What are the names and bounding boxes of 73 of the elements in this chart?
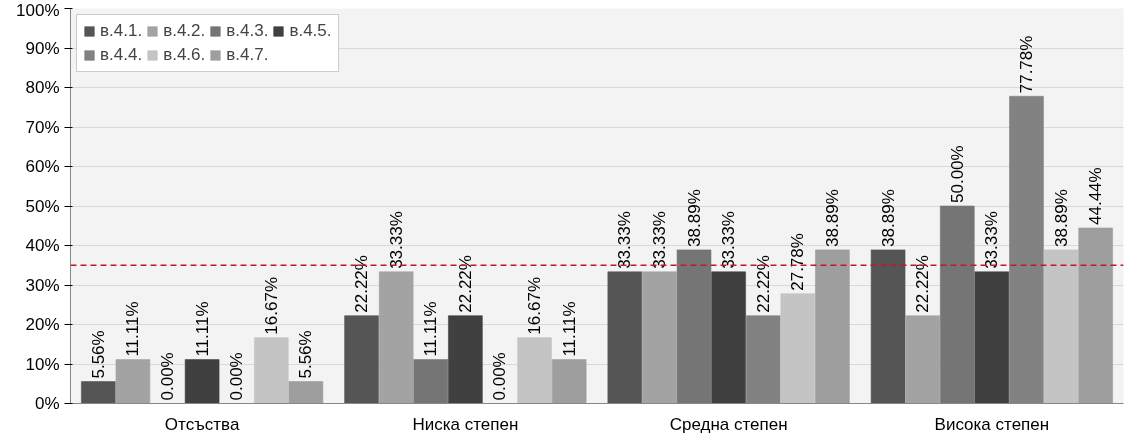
bar <box>780 293 816 404</box>
bar <box>115 359 151 404</box>
legend-label: в.4.2. <box>163 21 206 41</box>
bar <box>517 337 552 404</box>
bar <box>1043 249 1079 404</box>
y-tick-label: 70% <box>25 117 60 137</box>
y-tick-label: 100% <box>16 0 60 20</box>
bar <box>254 337 289 404</box>
data-label: 22.22% <box>352 255 372 313</box>
y-tick-label: 80% <box>25 78 60 97</box>
data-label: 38.89% <box>878 189 898 247</box>
data-label: 38.89% <box>1051 189 1071 247</box>
x-tick-label: Висока степен <box>934 414 1050 434</box>
legend-label: в.4.7. <box>226 45 269 65</box>
data-label: 0.00% <box>227 352 247 401</box>
bar <box>378 271 414 404</box>
legend-label: в.4.5. <box>289 21 332 41</box>
bar <box>676 249 712 404</box>
data-label: 5.56% <box>296 330 316 379</box>
y-tick-label: 60% <box>25 157 60 176</box>
x-tick-label: Ниска степен <box>412 414 519 434</box>
bar <box>448 315 483 404</box>
bar <box>870 249 906 404</box>
data-label: 38.89% <box>684 189 704 247</box>
bar <box>905 315 940 404</box>
data-label: 0.00% <box>490 352 510 401</box>
data-label: 11.11% <box>192 301 212 357</box>
bar <box>413 359 449 404</box>
y-tick-label: 20% <box>25 315 60 334</box>
bar <box>344 315 379 404</box>
bar <box>551 359 587 404</box>
legend-label: в.4.6. <box>163 45 206 65</box>
data-label: 0.00% <box>158 352 178 401</box>
y-tick-label: 90% <box>25 38 60 58</box>
data-label: 16.67% <box>261 276 281 335</box>
bar <box>288 381 324 404</box>
bar <box>974 271 1010 404</box>
data-label: 16.67% <box>525 276 545 335</box>
data-label: 22.22% <box>753 255 773 313</box>
legend-label: в.4.1. <box>100 21 143 41</box>
data-label: 38.89% <box>822 189 842 247</box>
data-label: 44.44% <box>1086 167 1106 225</box>
y-tick-label: 40% <box>25 236 60 255</box>
data-label: 33.33% <box>982 211 1002 269</box>
bar <box>1078 227 1113 404</box>
bar <box>940 205 975 404</box>
x-tick-label: Средна степен <box>669 414 788 434</box>
data-label: 22.22% <box>913 255 933 313</box>
bar <box>607 271 643 404</box>
y-tick-label: 10% <box>25 354 60 374</box>
x-tick-label: Отсъства <box>164 414 240 434</box>
data-label: 11.11% <box>421 301 441 357</box>
data-label: 33.33% <box>719 211 739 269</box>
data-label: 33.33% <box>649 211 669 269</box>
data-label: 50.00% <box>947 145 967 203</box>
y-tick-label: 0% <box>34 394 60 413</box>
data-label: 27.78% <box>788 233 808 291</box>
bar <box>711 271 746 404</box>
y-tick-label: 50% <box>25 196 60 216</box>
data-label: 77.78% <box>1016 35 1036 94</box>
y-tick-label: 30% <box>25 275 60 295</box>
data-label: 11.11% <box>559 301 579 357</box>
data-label: 33.33% <box>386 211 406 269</box>
bar <box>642 271 677 404</box>
bar <box>184 359 220 404</box>
data-label: 5.56% <box>88 330 108 379</box>
data-label: 22.22% <box>455 255 475 313</box>
legend-label: в.4.4. <box>100 45 143 65</box>
bar <box>815 249 850 404</box>
data-label: 33.33% <box>615 211 635 269</box>
data-label: 11.11% <box>123 301 143 357</box>
bar <box>81 381 116 404</box>
legend-label: в.4.3. <box>226 21 269 41</box>
